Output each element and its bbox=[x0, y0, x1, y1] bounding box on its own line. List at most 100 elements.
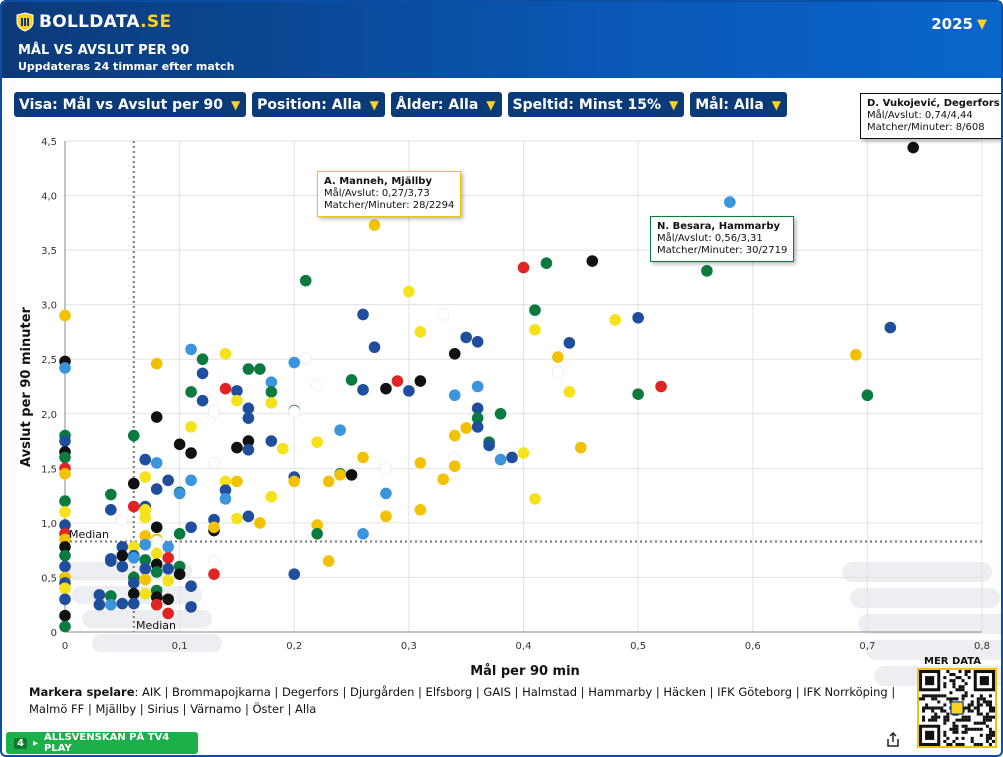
qr-module bbox=[955, 676, 959, 680]
data-point bbox=[150, 535, 163, 548]
x-tick-label: 0,5 bbox=[630, 641, 646, 652]
data-point bbox=[414, 326, 427, 338]
qr-module bbox=[988, 700, 992, 704]
x-tick-label: 0,3 bbox=[401, 641, 417, 652]
filter-label: Mål: Alla bbox=[695, 96, 764, 113]
qr-module bbox=[949, 742, 953, 746]
data-point bbox=[288, 475, 301, 488]
data-point bbox=[162, 574, 174, 587]
qr-module bbox=[985, 736, 989, 740]
data-point bbox=[59, 495, 71, 507]
qr-module bbox=[958, 688, 962, 692]
qr-module bbox=[943, 703, 947, 707]
data-point bbox=[655, 380, 667, 393]
qr-module bbox=[925, 703, 929, 707]
data-point bbox=[59, 309, 71, 322]
tv4-logo-icon: 4 bbox=[14, 737, 27, 749]
data-points bbox=[59, 141, 920, 633]
data-point bbox=[311, 528, 323, 540]
data-point bbox=[127, 500, 140, 513]
data-point bbox=[139, 538, 152, 551]
filter-position-dropdown[interactable]: Position: Alla ▼ bbox=[252, 92, 385, 117]
data-point bbox=[185, 343, 197, 356]
data-point bbox=[162, 474, 174, 487]
qr-module bbox=[928, 706, 932, 710]
qr-module bbox=[967, 709, 971, 713]
year-value: 2025 bbox=[931, 15, 973, 33]
data-point bbox=[460, 331, 472, 344]
data-point bbox=[139, 511, 152, 524]
data-point bbox=[219, 484, 232, 496]
data-point bbox=[185, 386, 197, 398]
qr-module bbox=[940, 706, 944, 710]
logo[interactable]: BOLLDATA.SE bbox=[16, 12, 171, 32]
legend-teams[interactable]: AIK | Brommapojkarna | Degerfors | Djurg… bbox=[29, 685, 896, 716]
data-point bbox=[105, 488, 117, 501]
data-point bbox=[448, 429, 461, 442]
data-point bbox=[632, 388, 644, 400]
data-point bbox=[471, 380, 484, 393]
data-point bbox=[59, 593, 71, 606]
qr-module bbox=[943, 676, 947, 680]
data-point bbox=[299, 352, 312, 365]
qr-module bbox=[964, 670, 968, 674]
qr-module bbox=[970, 727, 974, 731]
data-point bbox=[357, 383, 369, 396]
qr-module bbox=[976, 727, 980, 731]
qr-module bbox=[949, 691, 953, 695]
qr-module bbox=[970, 736, 974, 740]
qr-module bbox=[961, 718, 965, 722]
data-point bbox=[380, 510, 392, 523]
team-highlight-links[interactable]: Markera spelare: AIK | Brommapojkarna | … bbox=[29, 685, 896, 716]
qr-module bbox=[970, 694, 974, 698]
qr-module bbox=[958, 718, 962, 722]
qr-module bbox=[937, 715, 941, 719]
qr-module bbox=[967, 703, 971, 707]
data-point bbox=[265, 397, 278, 409]
filter-alder-dropdown[interactable]: Ålder: Alla ▼ bbox=[390, 92, 502, 117]
data-point bbox=[448, 389, 461, 402]
filter-visa-dropdown[interactable]: Visa: Mål vs Avslut per 90 ▼ bbox=[14, 92, 247, 117]
data-point bbox=[552, 351, 564, 363]
data-point bbox=[59, 435, 71, 447]
mer-data-label: MER DATA bbox=[924, 656, 982, 667]
y-tick-label: 0 bbox=[51, 628, 57, 639]
x-axis-label: Mål per 90 min bbox=[470, 664, 580, 679]
qr-module bbox=[967, 715, 971, 719]
data-point bbox=[185, 447, 197, 459]
data-point bbox=[884, 321, 897, 334]
qr-module bbox=[964, 673, 968, 677]
data-point bbox=[437, 473, 450, 486]
qr-code-icon bbox=[919, 670, 995, 746]
qr-code[interactable] bbox=[917, 668, 997, 748]
data-point bbox=[208, 521, 220, 534]
share-icon[interactable] bbox=[886, 731, 900, 751]
median-lines bbox=[65, 141, 982, 632]
data-point bbox=[276, 442, 289, 455]
tv4-play-banner[interactable]: 4 ▸ ALLSVENSKAN PÅ TV4 PLAY bbox=[6, 732, 198, 754]
qr-module bbox=[979, 742, 983, 746]
filter-speltid-dropdown[interactable]: Speltid: Minst 15% ▼ bbox=[507, 92, 685, 117]
qr-module bbox=[943, 685, 947, 689]
filter-mal-dropdown[interactable]: Mål: Alla ▼ bbox=[690, 92, 788, 117]
data-point bbox=[59, 541, 71, 553]
qr-module bbox=[988, 715, 992, 719]
qr-module bbox=[937, 706, 941, 710]
qr-module bbox=[991, 715, 995, 719]
qr-module bbox=[961, 715, 965, 719]
qr-module bbox=[955, 724, 959, 728]
data-point bbox=[162, 552, 174, 564]
qr-module bbox=[946, 742, 950, 746]
data-point bbox=[494, 453, 507, 466]
data-point bbox=[334, 424, 346, 436]
x-tick-label: 0,8 bbox=[974, 641, 990, 652]
qr-module bbox=[991, 739, 995, 743]
qr-module bbox=[991, 733, 995, 737]
data-point bbox=[150, 483, 163, 495]
data-point bbox=[139, 588, 152, 600]
year-selector[interactable]: 2025 ▼ bbox=[931, 15, 987, 33]
qr-module bbox=[988, 718, 992, 722]
median-x-label: Median bbox=[136, 619, 176, 632]
qr-module bbox=[988, 709, 992, 713]
